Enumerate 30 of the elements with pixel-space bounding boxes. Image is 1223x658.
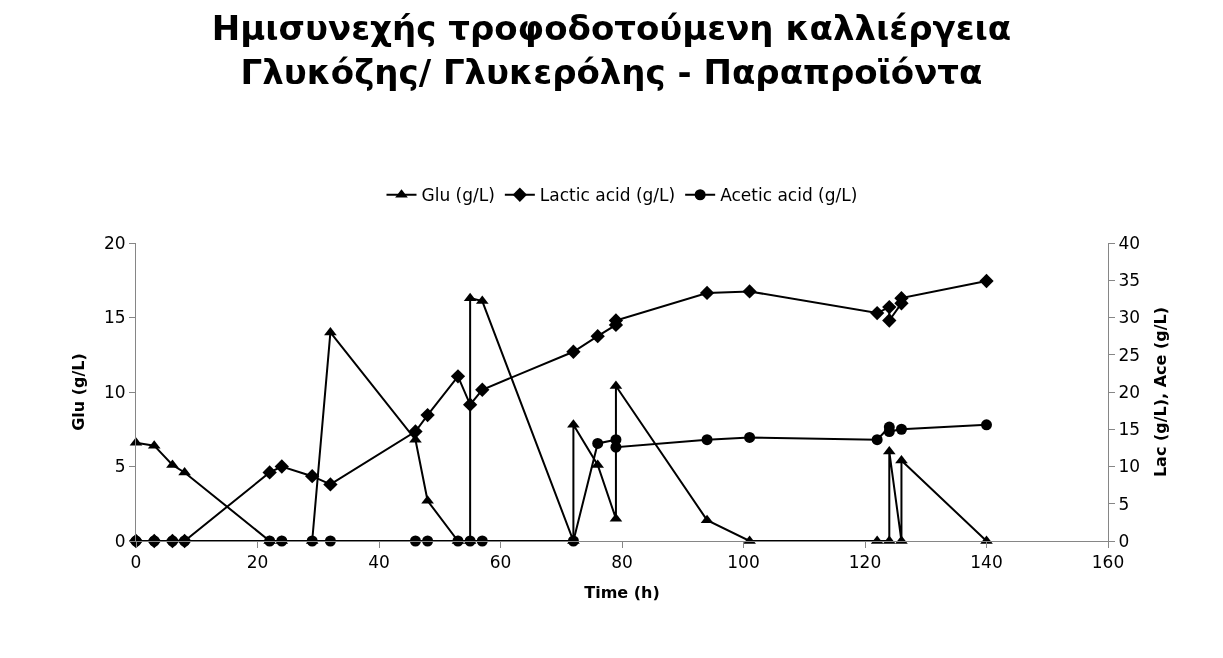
y2-tick-label: 10 (1118, 456, 1141, 477)
x-tick-label: 140 (970, 552, 1003, 573)
y-axis-title: Glu (g/L) (68, 353, 88, 431)
y2-tick-label: 35 (1118, 270, 1141, 291)
legend-label: Glu (g/L) (421, 185, 495, 206)
x-axis-title: Time (h) (584, 583, 660, 603)
x-tick-label: 100 (727, 552, 760, 573)
y-tick-label: 20 (103, 232, 126, 253)
x-tick-label: 160 (1091, 552, 1125, 573)
y2-tick-label: 20 (1118, 381, 1141, 402)
y-tick-label: 5 (114, 456, 126, 477)
legend-label: Lactic acid (g/L) (539, 185, 676, 206)
y-tick-label: 10 (103, 381, 126, 402)
x-tick-label: 80 (611, 552, 633, 573)
y2-tick-label: 25 (1118, 344, 1141, 365)
x-tick-label: 0 (130, 552, 142, 573)
x-tick-label: 60 (489, 552, 512, 573)
legend-label: Acetic acid (g/L) (720, 185, 858, 206)
y2-tick-label: 0 (1118, 530, 1130, 551)
y2-tick-label: 5 (1118, 493, 1130, 514)
y2-tick-label: 30 (1118, 307, 1141, 328)
x-tick-label: 20 (246, 552, 269, 573)
y2-tick-label: 15 (1118, 419, 1141, 440)
y-tick-label: 15 (103, 307, 126, 328)
x-tick-label: 120 (848, 552, 882, 573)
x-tick-label: 40 (368, 552, 390, 573)
chart-title: Ημισυνεχής τροφοδοτούμενη καλλιέργεια Γλυκόζης/ Γλυκερόλης - Παραπροϊόντα (211, 8, 1012, 93)
y2-tick-label: 40 (1118, 232, 1141, 253)
y2-axis-title: Lac (g/L), Ace (g/L) (1150, 306, 1170, 478)
y-tick-label: 0 (114, 530, 126, 551)
